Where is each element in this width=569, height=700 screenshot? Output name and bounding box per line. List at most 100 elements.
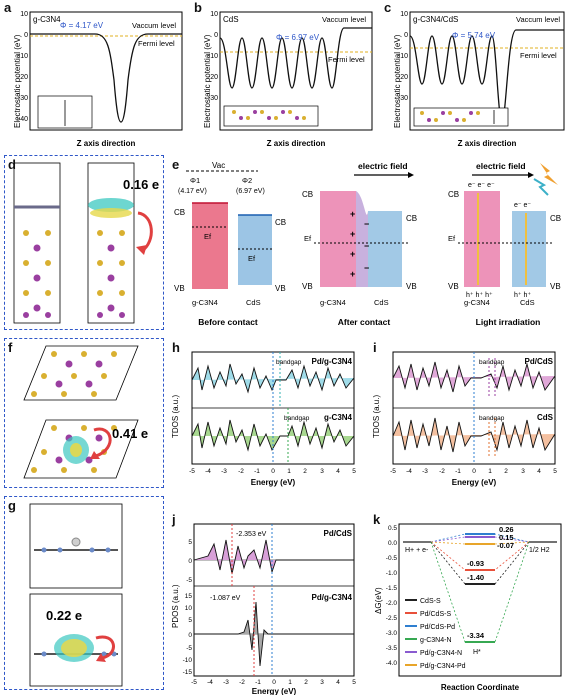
svg-text:-2: -2 (238, 468, 244, 475)
svg-text:−: − (364, 241, 369, 251)
panel-h: h TDOS (a.u.) bandgap bandgap Pd/g-C3N4 … (168, 338, 368, 490)
svg-text:0.15: 0.15 (499, 533, 514, 542)
svg-text:2: 2 (304, 679, 308, 686)
svg-text:-0.07: -0.07 (497, 541, 514, 550)
svg-text:-1.5: -1.5 (386, 585, 398, 592)
svg-text:e⁻ e⁻ e⁻: e⁻ e⁻ e⁻ (468, 182, 495, 189)
svg-text:g-C3N4: g-C3N4 (464, 298, 490, 307)
svg-text:0.5: 0.5 (388, 525, 397, 532)
svg-text:0: 0 (404, 32, 408, 39)
svg-text:Pd/CdS: Pd/CdS (324, 529, 353, 538)
panel-d: d 0.16 e (4, 155, 164, 330)
svg-text:Energy (eV): Energy (eV) (452, 478, 497, 487)
svg-text:Pd/g-C3N4-Pd: Pd/g-C3N4-Pd (420, 663, 466, 670)
xlabel-b: Z axis direction (267, 139, 326, 148)
svg-text:VB: VB (174, 284, 185, 293)
svg-text:-5: -5 (186, 645, 192, 652)
cds-band-light (512, 211, 546, 287)
panel-label-c: c (384, 0, 392, 15)
svg-text:electric field: electric field (358, 161, 408, 171)
panel-d-frame (4, 155, 164, 330)
svg-text:-30: -30 (18, 95, 28, 102)
svg-text:Φ1: Φ1 (190, 176, 200, 185)
svg-text:5: 5 (188, 539, 192, 546)
svg-text:VB: VB (448, 282, 459, 291)
svg-text:3: 3 (521, 468, 525, 475)
svg-text:-1: -1 (254, 468, 260, 475)
svg-text:-3.0: -3.0 (386, 630, 398, 637)
potential-plot-b: Electrostatic potential (eV) 10 0 -10 -20 -… (203, 11, 373, 148)
svg-text:5: 5 (553, 468, 557, 475)
svg-text:−: − (364, 219, 369, 229)
svg-text:bandgap: bandgap (479, 359, 505, 366)
svg-text:-3.5: -3.5 (386, 645, 398, 652)
svg-text:-2.0: -2.0 (386, 600, 398, 607)
svg-text:H*: H* (473, 649, 481, 656)
svg-text:0: 0 (24, 32, 28, 39)
svg-text:-2: -2 (439, 468, 445, 475)
svg-text:5: 5 (352, 468, 356, 475)
svg-text:Pd/g-C3N4-N: Pd/g-C3N4-N (420, 650, 462, 657)
fermi-b: Fermi level (328, 55, 365, 64)
panel-g: g 0.22 e (4, 496, 164, 690)
svg-text:VB: VB (275, 284, 286, 293)
svg-text:ΔG(eV): ΔG(eV) (374, 587, 383, 614)
vac-b: Vaccum level (322, 15, 366, 24)
svg-text:4: 4 (336, 468, 340, 475)
svg-text:Φ2: Φ2 (242, 176, 252, 185)
svg-text:Pd/g-C3N4: Pd/g-C3N4 (312, 593, 353, 602)
svg-text:0: 0 (472, 468, 476, 475)
structure-g: 0.22 e (29, 503, 123, 687)
svg-text:4: 4 (537, 468, 541, 475)
svg-text:(6.97 eV): (6.97 eV) (236, 188, 265, 195)
svg-text:1: 1 (288, 679, 292, 686)
phi-a: Φ = 4.17 eV (60, 21, 104, 30)
svg-text:CB: CB (550, 214, 561, 223)
charge-d: 0.16 e (123, 177, 159, 192)
ylabel-c: Electrostatic potential (eV) (393, 34, 402, 128)
svg-text:(4.17 eV): (4.17 eV) (178, 188, 207, 195)
svg-text:electric field: electric field (476, 161, 526, 171)
svg-text:CdS: CdS (537, 413, 554, 422)
svg-text:g-C3N4: g-C3N4 (192, 298, 218, 307)
svg-text:-2.5: -2.5 (386, 615, 398, 622)
tdos-plot-i: TDOS (a.u.) bandgap bandgap Pd/CdS CdS -… (372, 351, 557, 487)
svg-text:-1: -1 (255, 679, 261, 686)
free-energy-plot-k: ΔG(eV) 0.5 0.0 -0.5 -1.0 -1.5 -2.0 -2.5 -3.0 -3.… (374, 523, 562, 692)
vac-a: Vaccum level (132, 21, 176, 30)
svg-text:bandgap: bandgap (479, 415, 505, 422)
vac-c: Vaccum level (516, 15, 560, 24)
svg-text:TDOS (a.u.): TDOS (a.u.) (372, 395, 381, 438)
svg-text:Ef: Ef (204, 232, 212, 241)
svg-text:CB: CB (302, 190, 313, 199)
fermi-c: Fermi level (520, 51, 557, 60)
svg-text:Pd/g-C3N4: Pd/g-C3N4 (312, 357, 353, 366)
svg-text:Pd/CdS-S: Pd/CdS-S (420, 611, 451, 618)
band-diagram-e: Vac Φ1 (4.17 eV) Φ2 (6.97 eV) CB CB VB V… (174, 161, 561, 327)
svg-text:0: 0 (214, 32, 218, 39)
svg-text:-1.0: -1.0 (386, 570, 398, 577)
svg-text:-40: -40 (18, 116, 28, 123)
svg-text:-3: -3 (223, 679, 229, 686)
svg-text:CB: CB (275, 218, 286, 227)
svg-text:-5: -5 (186, 577, 192, 584)
panel-b: b Electrostatic potential (eV) 10 0 -10 -2… (190, 0, 380, 152)
charge-f: 0.41 e (112, 426, 148, 441)
svg-text:0: 0 (188, 558, 192, 565)
svg-text:CdS-S: CdS-S (420, 598, 441, 605)
xlabel-a: Z axis direction (77, 139, 136, 148)
panel-c: c Electrostatic potential (eV) 10 0 -10 -2… (380, 0, 569, 152)
svg-text:4: 4 (336, 679, 340, 686)
svg-text:0: 0 (272, 679, 276, 686)
svg-text:-10: -10 (183, 657, 193, 664)
svg-text:-2.353 eV: -2.353 eV (236, 531, 267, 538)
svg-text:-2: -2 (239, 679, 245, 686)
svg-text:CB: CB (406, 214, 417, 223)
phi-b: Φ = 6.97 eV (276, 33, 320, 42)
svg-text:-3: -3 (422, 468, 428, 475)
svg-text:Ef: Ef (448, 234, 456, 243)
svg-text:2: 2 (303, 468, 307, 475)
gcn-band-before (192, 203, 228, 289)
panel-label-k: k (373, 512, 381, 527)
svg-text:TDOS (a.u.): TDOS (a.u.) (171, 395, 180, 438)
